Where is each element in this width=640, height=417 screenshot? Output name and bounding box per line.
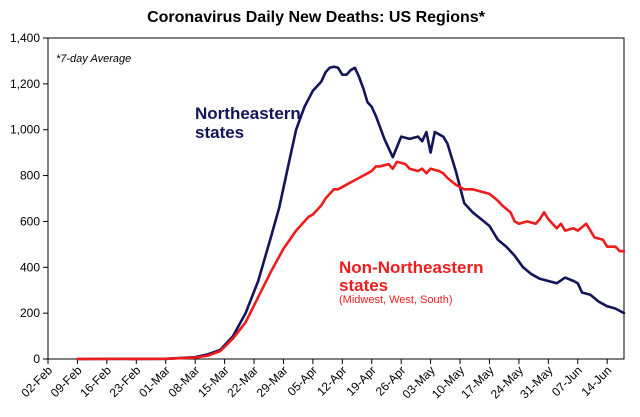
x-tick-label: 05-Apr [285, 363, 320, 398]
x-tick-label: 15-Mar [195, 363, 232, 400]
x-tick-label: 08-Mar [165, 363, 202, 400]
northeast-label-line1: Northeastern [195, 104, 301, 123]
x-tick-label: 09-Feb [48, 363, 85, 400]
y-tick-label: 800 [20, 169, 40, 183]
series-layer [76, 65, 626, 361]
x-tick-label: 02-Feb [18, 363, 55, 400]
x-tick-label: 19-Apr [343, 363, 378, 398]
non-northeast-label-line1: Non-Northeastern [339, 258, 484, 277]
x-tick-label: 31-May [517, 363, 555, 401]
y-tick-label: 1,000 [10, 123, 40, 137]
y-tick-label: 400 [20, 260, 40, 274]
plot-frame [47, 37, 625, 360]
x-tick-label: 22-Mar [224, 363, 261, 400]
series-labels: Northeastern states Non-Northeastern sta… [195, 104, 484, 306]
y-tick-label: 200 [20, 306, 40, 320]
y-tick-label: 600 [20, 214, 40, 228]
y-tick-label: 1,200 [10, 77, 40, 91]
y-tick-label: 1,400 [10, 31, 40, 45]
series-line-non-northeast [76, 160, 626, 361]
x-tick-label: 23-Feb [107, 363, 144, 400]
chart-title: Coronavirus Daily New Deaths: US Regions… [147, 9, 486, 26]
x-tick-label: 14-Jun [578, 363, 614, 399]
non-northeast-sublabel: (Midwest, West, South) [339, 294, 453, 306]
x-tick-label: 12-Apr [314, 363, 349, 398]
northeast-label-line2: states [195, 123, 244, 142]
x-tick-label: 16-Feb [77, 363, 114, 400]
y-tick-label: 0 [33, 352, 40, 366]
x-tick-label: 29-Mar [254, 363, 291, 400]
footnote: *7-day Average [56, 53, 131, 65]
x-tick-label: 01-Mar [136, 363, 173, 400]
x-tick-label: 07-Jun [549, 363, 585, 399]
series-line-northeast [76, 65, 626, 361]
non-northeast-label-line2: states [339, 276, 388, 295]
